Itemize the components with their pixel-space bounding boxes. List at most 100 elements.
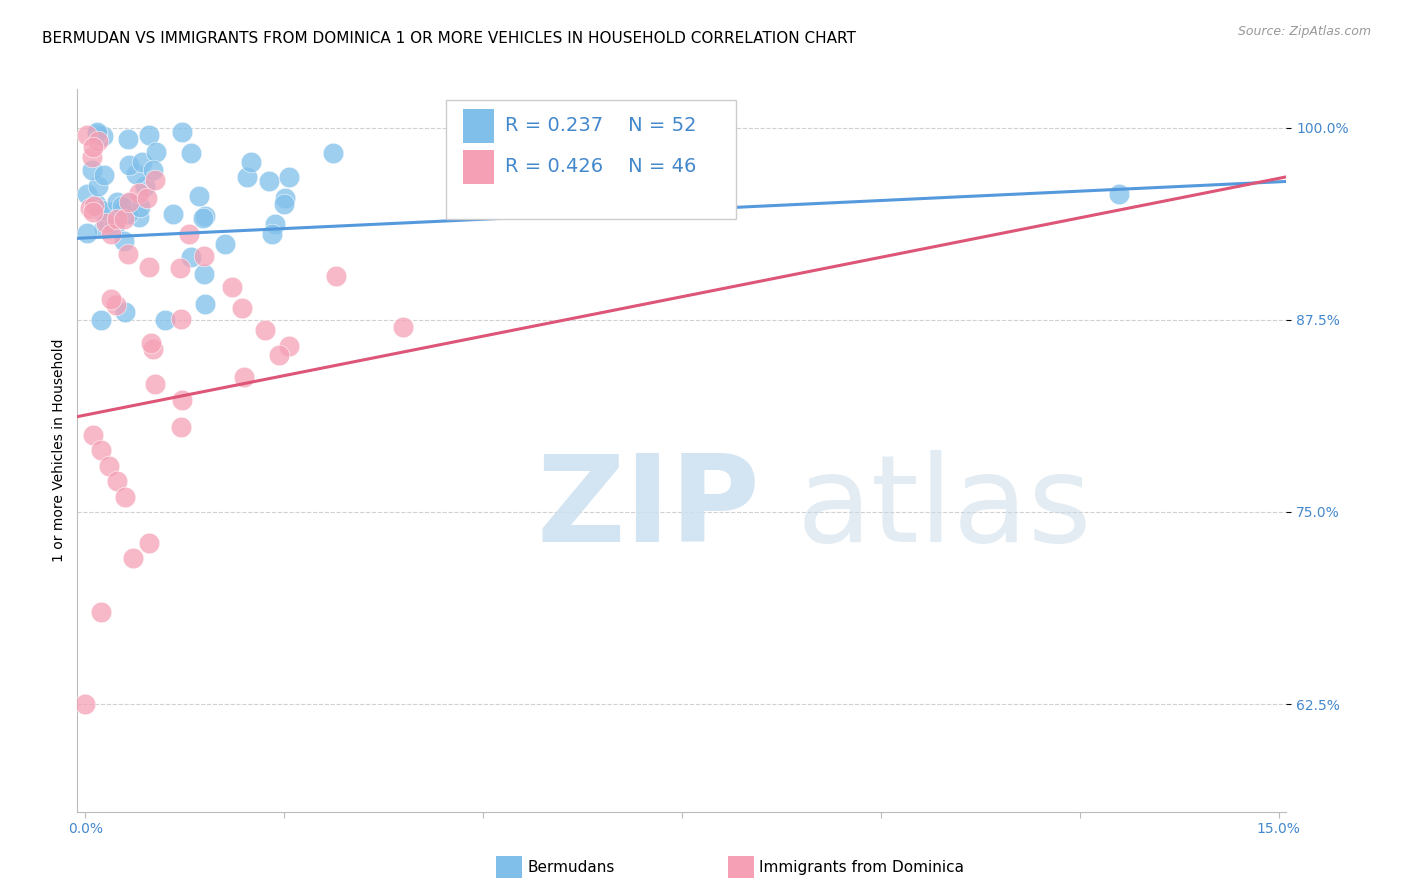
Point [145,145,167,159]
Point [112,212,135,227]
Point [86,127,108,141]
Point [76,226,98,240]
Point [138,260,160,275]
Point [180,250,202,264]
Text: ZIP: ZIP [537,450,761,566]
Point [134,178,156,193]
Point [87,134,110,148]
Point [142,163,165,178]
Point [90,443,112,458]
Point [193,249,215,263]
Point [128,186,150,201]
Point [138,535,160,549]
Point [1108,186,1130,201]
Point [75,697,97,711]
Point [118,195,141,210]
Point [262,227,284,242]
Point [76,128,98,142]
Point [79,201,101,215]
Point [135,191,157,205]
Point [188,188,211,202]
Point [177,227,200,241]
Point [325,268,347,283]
Point [264,217,287,231]
Text: atlas: atlas [797,450,1092,566]
Point [114,490,136,504]
Point [143,377,166,392]
Point [236,170,259,185]
Point [170,420,193,434]
Point [82,140,104,154]
Point [117,207,139,221]
Point [112,201,135,215]
Point [128,200,150,214]
Point [105,474,128,488]
Point [169,260,191,275]
Point [278,169,301,184]
Point [170,311,193,326]
Point [100,292,122,306]
Point [267,348,290,362]
Point [86,124,108,138]
Point [122,551,145,566]
Point [277,339,299,353]
Point [105,212,128,227]
Point [87,178,110,193]
Point [170,125,193,139]
Point [83,199,105,213]
Point [80,150,103,164]
Point [172,393,194,408]
Point [239,155,262,169]
Text: Immigrants from Dominica: Immigrants from Dominica [759,860,965,874]
Point [114,305,136,319]
Point [194,297,217,311]
Text: BERMUDAN VS IMMIGRANTS FROM DOMINICA 1 OR MORE VEHICLES IN HOUSEHOLD CORRELATION: BERMUDAN VS IMMIGRANTS FROM DOMINICA 1 O… [42,31,856,46]
Point [273,197,295,211]
Point [93,169,115,183]
Point [84,196,107,211]
Point [76,186,98,201]
Point [91,128,114,143]
Point [180,146,202,161]
Point [257,173,280,187]
Text: Bermudans: Bermudans [527,860,614,874]
Point [112,234,135,248]
Point [100,227,122,241]
Point [104,298,127,312]
Text: Source: ZipAtlas.com: Source: ZipAtlas.com [1237,25,1371,38]
Point [103,220,125,235]
Point [82,205,104,219]
Text: R = 0.426    N = 46: R = 0.426 N = 46 [505,157,696,177]
Point [118,158,141,172]
Point [138,128,160,143]
Y-axis label: 1 or more Vehicles in Household: 1 or more Vehicles in Household [52,339,66,562]
Point [105,194,128,209]
Point [118,194,141,209]
Point [111,199,134,213]
Point [193,268,215,282]
Text: R = 0.237    N = 52: R = 0.237 N = 52 [505,116,697,136]
Point [551,182,574,196]
Point [273,191,295,205]
Point [253,323,276,337]
Point [233,369,256,384]
Point [117,132,139,146]
Point [214,237,236,252]
Point [117,247,139,261]
Point [82,428,104,442]
Point [90,203,112,218]
Point [80,162,103,177]
Point [143,173,166,187]
Point [94,216,117,230]
Point [125,167,148,181]
Point [98,458,121,473]
Point [131,155,153,169]
Point [97,205,120,219]
Point [90,313,112,327]
Point [153,313,176,327]
Point [141,336,163,351]
Point [162,207,184,221]
Point [90,605,112,619]
Point [392,320,415,334]
Point [193,211,215,225]
